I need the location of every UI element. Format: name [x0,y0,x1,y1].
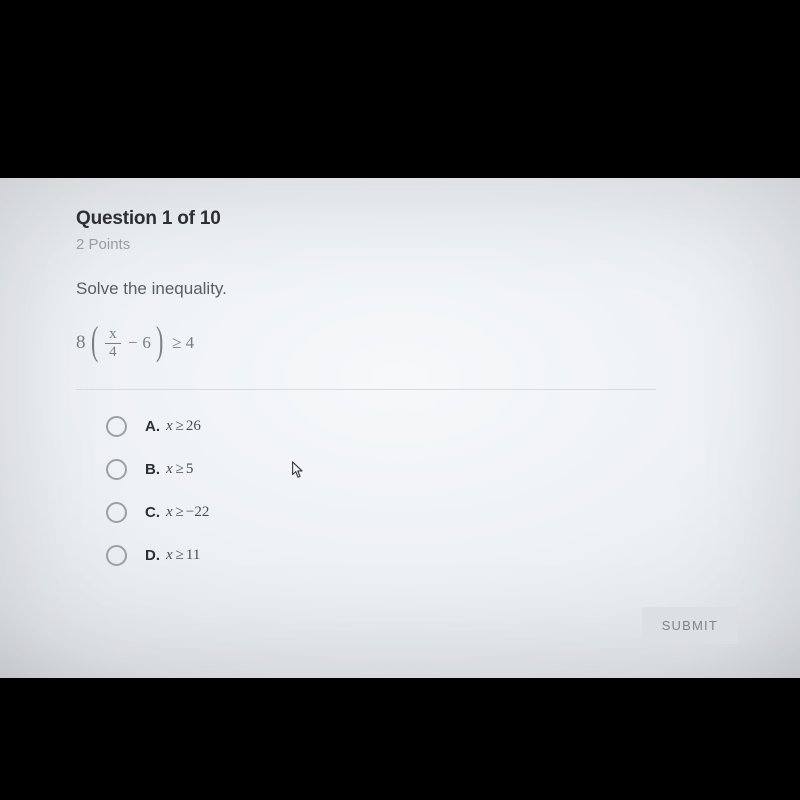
minus-sign: − [128,333,138,353]
coefficient: 8 [76,332,86,354]
fraction-denominator: 4 [109,344,117,360]
mouse-cursor-icon [291,461,305,479]
inner-constant: 6 [142,333,151,353]
answer-letter: D. [145,547,160,564]
radio-button[interactable] [106,459,127,480]
quiz-content: Question 1 of 10 2 Points Solve the ineq… [76,208,750,588]
submit-area: SUBMIT [642,607,738,644]
right-paren: ) [156,323,163,359]
answer-letter: A. [145,418,160,435]
answer-text: x≥5 [166,461,193,478]
radio-button[interactable] [106,545,127,566]
relation-symbol: ≥ [172,333,181,353]
answer-letter: C. [145,504,160,521]
radio-button[interactable] [106,416,127,437]
answer-list: A. x≥26 B. x≥5 C. [106,416,750,566]
answer-option-d[interactable]: D. x≥11 [106,545,750,566]
section-divider [76,389,656,390]
fraction: x 4 [105,327,121,360]
fraction-numerator: x [109,327,117,343]
submit-button[interactable]: SUBMIT [642,607,738,644]
answer-option-a[interactable]: A. x≥26 [106,416,750,437]
quiz-panel: Question 1 of 10 2 Points Solve the ineq… [0,178,800,678]
inequality-expression: 8 ( x 4 − 6 ) ≥ 4 [76,325,750,361]
answer-text: x≥11 [166,547,200,564]
question-title: Question 1 of 10 [76,208,750,230]
answer-text: x≥−22 [166,504,209,521]
answer-option-b[interactable]: B. x≥5 [106,459,750,480]
radio-button[interactable] [106,502,127,523]
answer-text: x≥26 [166,418,201,435]
answer-letter: B. [145,461,160,478]
question-prompt: Solve the inequality. [76,279,750,299]
question-points: 2 Points [76,236,750,253]
rhs-value: 4 [186,333,195,353]
left-paren: ( [90,323,97,359]
answer-option-c[interactable]: C. x≥−22 [106,502,750,523]
